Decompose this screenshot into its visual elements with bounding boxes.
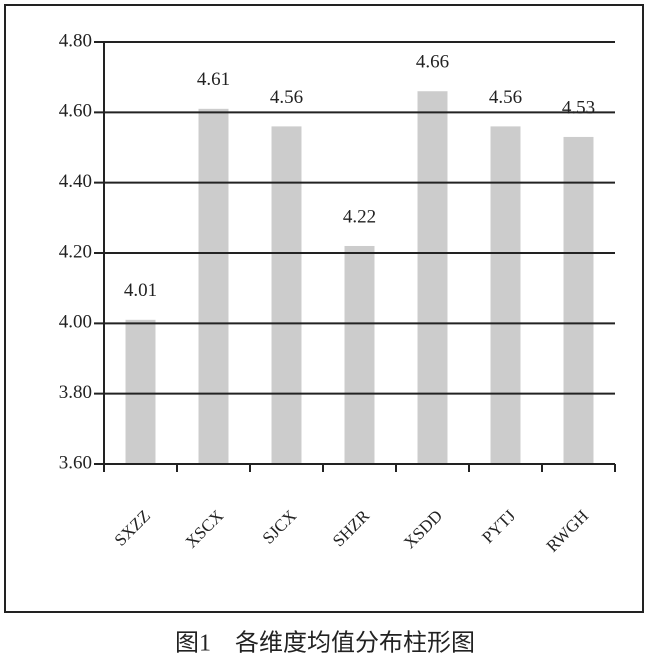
bar: [271, 126, 302, 465]
bar: [490, 126, 521, 465]
frame: [4, 4, 644, 613]
value-label: 4.01: [124, 280, 157, 301]
y-tick-label: 4.20: [59, 241, 92, 262]
value-label: 4.66: [416, 52, 449, 73]
bar: [417, 91, 448, 464]
value-label: 4.56: [270, 87, 303, 108]
y-tick-label: 4.00: [59, 312, 92, 333]
x-tick-label: XSCX: [182, 506, 228, 552]
y-tick-label: 3.80: [59, 382, 92, 403]
x-tick-label: SHZR: [329, 506, 374, 551]
value-label: 4.61: [197, 69, 230, 90]
caption: 图1 各维度均值分布柱形图: [175, 630, 475, 657]
y-tick-label: 4.60: [59, 101, 92, 122]
value-label: 4.56: [489, 87, 522, 108]
x-tick-label: RWGH: [543, 506, 592, 555]
y-tick-label: 4.40: [59, 171, 92, 192]
x-tick-label: SJCX: [259, 506, 300, 547]
bar: [563, 136, 594, 464]
bar: [344, 245, 375, 464]
x-tick-label: PYTJ: [478, 506, 519, 547]
y-tick-label: 4.80: [59, 30, 92, 51]
bar: [125, 319, 156, 464]
x-tick-label: SXZZ: [111, 506, 154, 549]
value-label: 4.22: [343, 206, 376, 227]
value-label: 4.53: [562, 97, 595, 118]
y-tick-label: 3.60: [59, 452, 92, 473]
bar: [198, 108, 229, 465]
x-tick-label: XSDD: [400, 506, 446, 552]
